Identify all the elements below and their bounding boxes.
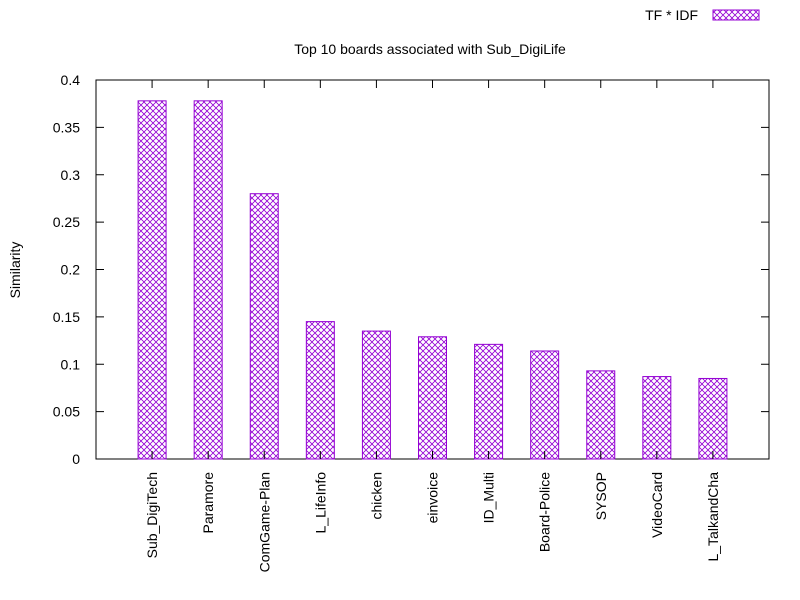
chart-title: Top 10 boards associated with Sub_DigiLi…	[294, 41, 566, 57]
x-tick-label: Paramore	[200, 472, 216, 534]
bar-videocard	[642, 376, 672, 460]
bar-l-talkandcha	[698, 377, 728, 460]
y-tick-label: 0.3	[61, 167, 81, 183]
y-tick-label: 0.25	[53, 214, 80, 230]
x-tick-label: ComGame-Plan	[256, 472, 272, 572]
x-tick-label: SYSOP	[593, 472, 609, 520]
y-tick-label: 0.1	[61, 356, 81, 372]
y-axis-ticks: 0 0.05 0.1 0.15 0.2 0.25 0.3 0.35 0.4	[53, 72, 769, 467]
bar-board-police	[530, 350, 560, 460]
bar-sysop	[586, 370, 616, 460]
y-tick-label: 0.05	[53, 404, 80, 420]
x-axis-labels: Sub_DigiTech Paramore ComGame-Plan L_LifeIn…	[144, 472, 721, 573]
x-tick-label: einvoice	[425, 472, 441, 524]
y-tick-label: 0.2	[61, 262, 81, 278]
bar-einvoice	[418, 336, 447, 460]
bar-chicken	[361, 330, 391, 460]
x-tick-label: VideoCard	[649, 472, 665, 538]
y-tick-label: 0.35	[53, 119, 80, 135]
legend: TF * IDF	[645, 7, 760, 23]
x-tick-label: Sub_DigiTech	[144, 472, 160, 558]
legend-label: TF * IDF	[645, 7, 698, 23]
y-axis-label: Similarity	[7, 242, 23, 299]
legend-swatch	[712, 9, 760, 21]
bar-paramore	[193, 100, 223, 460]
bars	[137, 80, 728, 460]
x-tick-label: L_LifeInfo	[312, 472, 328, 534]
bar-sub-digitech	[137, 100, 167, 460]
bar-l-lifeinfo	[305, 321, 335, 460]
x-tick-label: chicken	[368, 472, 384, 519]
x-tick-label: ID_Multi	[481, 472, 497, 523]
y-tick-label: 0	[72, 451, 80, 467]
x-tick-label: Board-Police	[537, 472, 553, 552]
y-tick-label: 0.4	[61, 72, 81, 88]
bar-id-multi	[474, 343, 504, 460]
bar-comgame-plan	[249, 193, 279, 460]
x-tick-label: L_TalkandCha	[705, 472, 721, 562]
y-tick-label: 0.15	[53, 309, 80, 325]
